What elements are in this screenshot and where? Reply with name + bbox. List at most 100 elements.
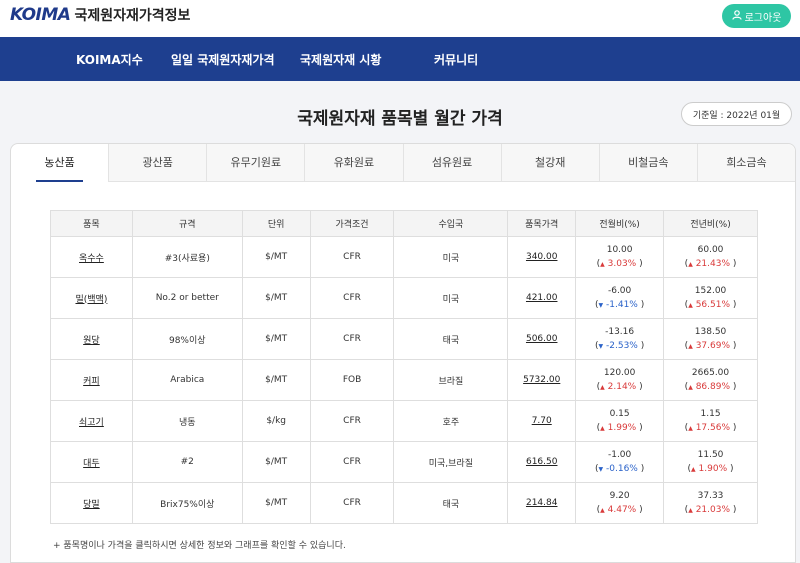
footnote: + 품목명이나 가격을 클릭하시면 상세한 정보와 그래프를 확인할 수 있습니… [53, 541, 346, 551]
mom-percent: 1.99% [607, 422, 637, 433]
unit-cell: $/MT [241, 482, 311, 524]
yoy-value: 152.00 [694, 285, 727, 296]
col-header-terms: 가격조건 [309, 210, 395, 237]
yoy-value: 37.33 [697, 490, 724, 501]
arrow-up-icon: ▲ [600, 506, 605, 514]
price-link[interactable]: 7.70 [531, 416, 552, 426]
arrow-up-icon: ▲ [688, 301, 693, 309]
price-link[interactable]: 5732.00 [523, 375, 561, 385]
site-logo[interactable]: KOIMA 국제원자재가격정보 [10, 5, 190, 25]
item-cell: 대두 [50, 441, 133, 483]
item-link[interactable]: 밀(백맥) [75, 294, 108, 305]
table-row: 밀(백맥) No.2 or better $/MT CFR 미국 421.00 -6.00(… [50, 277, 758, 319]
yoy-value: 1.15 [700, 408, 721, 419]
tab-steel[interactable]: 철강재 [501, 144, 600, 182]
yoy-value: 2665.00 [691, 367, 730, 378]
item-link[interactable]: 원당 [83, 335, 100, 346]
price-cell: 506.00 [507, 318, 577, 360]
country-cell: 태국 [393, 318, 509, 360]
yoy-percent: 1.90% [698, 463, 728, 474]
col-header-spec: 규격 [131, 210, 243, 237]
mom-cell: -1.00 (▼ -0.16% ) [575, 441, 665, 483]
item-link[interactable]: 옥수수 [79, 253, 104, 264]
yoy-cell: 37.33 (▲ 21.03% ) [663, 482, 758, 524]
spec-cell: Arabica [131, 359, 243, 401]
item-link[interactable]: 대두 [83, 458, 100, 469]
terms-cell: CFR [309, 400, 395, 442]
yoy-cell: 60.00 (▲ 21.43% ) [663, 236, 758, 278]
mom-cell: 9.20 (▲ 4.47% ) [575, 482, 665, 524]
yoy-percent: 21.03% [695, 504, 731, 515]
item-link[interactable]: 커피 [83, 376, 100, 387]
yoy-percent: 56.51% [695, 299, 731, 310]
price-link[interactable]: 340.00 [525, 252, 558, 262]
site-name: 국제원자재가격정보 [74, 8, 191, 24]
mom-percent: 2.14% [607, 381, 637, 392]
price-link[interactable]: 214.84 [525, 498, 558, 508]
item-link[interactable]: 당밀 [83, 499, 100, 510]
price-table: 품목 규격 단위 가격조건 수입국 품목가격 전월비(%) 전년비(%) 옥수수… [50, 210, 758, 524]
yoy-percent: 17.56% [695, 422, 731, 433]
item-cell: 커피 [50, 359, 133, 401]
country-cell: 미국 [393, 236, 509, 278]
tab-nonferrous[interactable]: 비철금속 [599, 144, 698, 182]
price-link[interactable]: 421.00 [525, 293, 558, 303]
tab-minerals[interactable]: 광산품 [109, 144, 208, 182]
nav-item-koima-index[interactable]: KOIMA지수 [76, 53, 143, 67]
nav-item-daily-prices[interactable]: 일일 국제원자재가격 [171, 53, 275, 67]
tab-chemicals[interactable]: 유무기원료 [207, 144, 306, 182]
yoy-percent: 37.69% [695, 340, 731, 351]
logout-button[interactable]: 로그아웃 [722, 4, 791, 28]
yoy-cell: 1.15 (▲ 17.56% ) [663, 400, 758, 442]
price-card: 농산품 광산품 유무기원료 유화원료 섬유원료 철강재 비철금속 희소금속 품목… [10, 143, 796, 563]
arrow-up-icon: ▲ [688, 342, 693, 350]
unit-cell: $/MT [241, 277, 311, 319]
unit-cell: $/kg [241, 400, 311, 442]
nav-item-market-report[interactable]: 국제원자재 시황 [300, 53, 382, 67]
unit-cell: $/MT [241, 359, 311, 401]
spec-cell: No.2 or better [131, 277, 243, 319]
terms-cell: CFR [309, 277, 395, 319]
tab-agriculture[interactable]: 농산품 [11, 144, 110, 182]
tab-petrochemicals[interactable]: 유화원료 [305, 144, 404, 182]
base-date-badge: 기준일 : 2022년 01월 [681, 102, 792, 126]
arrow-down-icon: ▼ [598, 301, 604, 309]
col-header-country: 수입국 [393, 210, 509, 237]
price-cell: 5732.00 [507, 359, 577, 401]
mom-cell: 120.00 (▲ 2.14% ) [575, 359, 665, 401]
logo-mark: KOIMA [10, 5, 71, 25]
price-link[interactable]: 616.50 [525, 457, 558, 467]
arrow-down-icon: ▼ [598, 342, 604, 350]
category-tabs: 농산품 광산품 유무기원료 유화원료 섬유원료 철강재 비철금속 희소금속 [11, 144, 795, 182]
mom-percent: 4.47% [607, 504, 637, 515]
mom-percent: 3.03% [607, 258, 637, 269]
price-cell: 421.00 [507, 277, 577, 319]
arrow-up-icon: ▲ [600, 424, 605, 432]
mom-value: -1.00 [607, 449, 632, 460]
terms-cell: FOB [309, 359, 395, 401]
mom-value: -13.16 [605, 326, 635, 337]
terms-cell: CFR [309, 441, 395, 483]
mom-value: 9.20 [609, 490, 630, 501]
yoy-cell: 138.50 (▲ 37.69% ) [663, 318, 758, 360]
arrow-up-icon: ▲ [688, 383, 693, 391]
tab-textiles[interactable]: 섬유원료 [403, 144, 502, 182]
price-link[interactable]: 506.00 [525, 334, 558, 344]
yoy-cell: 2665.00 (▲ 86.89% ) [663, 359, 758, 401]
arrow-up-icon: ▲ [691, 465, 696, 473]
unit-cell: $/MT [241, 318, 311, 360]
mom-cell: 0.15 (▲ 1.99% ) [575, 400, 665, 442]
tab-rare-metals[interactable]: 희소금속 [697, 144, 795, 182]
table-row: 원당 98%이상 $/MT CFR 태국 506.00 -13.16 (▼ -2.53% ) 1… [50, 318, 758, 360]
price-cell: 7.70 [507, 400, 577, 442]
arrow-up-icon: ▲ [688, 424, 693, 432]
table-row: 옥수수 #3(사료용) $/MT CFR 미국 340.00 10.00 (▲ 3.03% )… [50, 236, 758, 278]
col-header-yoy: 전년비(%) [663, 210, 758, 237]
item-link[interactable]: 쇠고기 [79, 417, 104, 428]
yoy-value: 11.50 [697, 449, 724, 460]
nav-item-community[interactable]: 커뮤니티 [434, 53, 479, 67]
table-row: 쇠고기 냉동 $/kg CFR 호주 7.70 0.15 (▲ 1.99% ) 1.15 (▲ 1… [50, 400, 758, 442]
price-cell: 214.84 [507, 482, 577, 524]
yoy-value: 60.00 [697, 244, 724, 255]
spec-cell: #2 [131, 441, 243, 483]
